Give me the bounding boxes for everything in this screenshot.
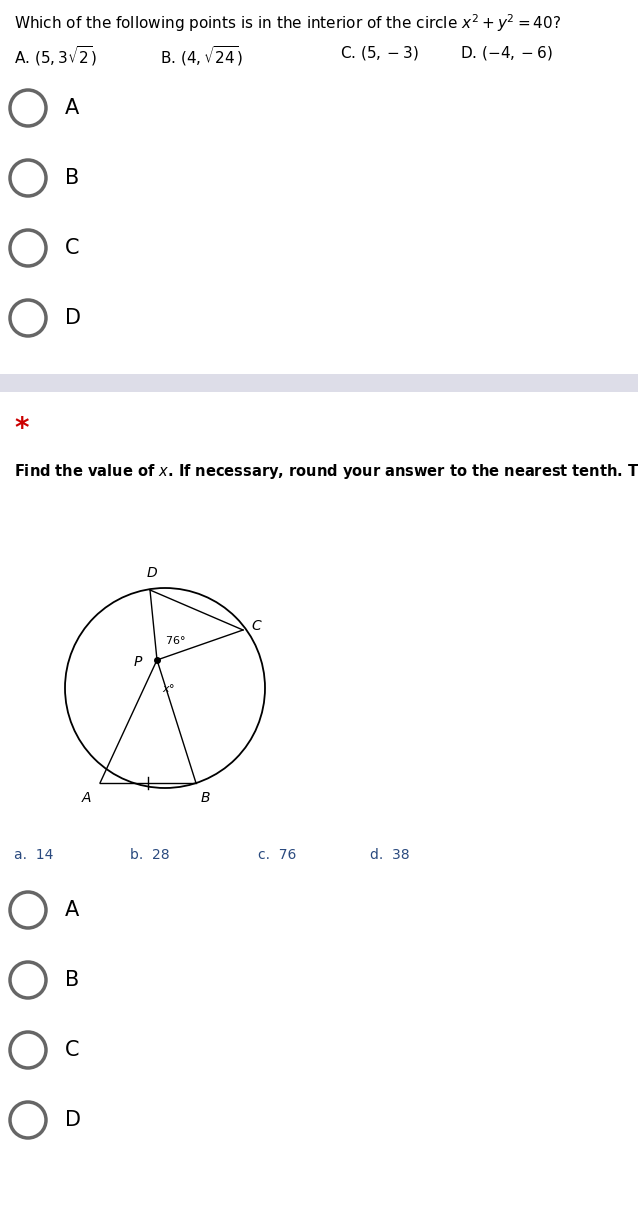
Text: D: D: [65, 308, 81, 329]
Text: A. $(5, 3\sqrt{2})$: A. $(5, 3\sqrt{2})$: [14, 43, 97, 68]
Text: $P$: $P$: [133, 655, 143, 669]
Text: $B$: $B$: [200, 791, 211, 805]
Bar: [0, 374, 638, 393]
Text: C: C: [65, 238, 80, 259]
Text: C: C: [65, 1040, 80, 1059]
Text: Find the value of $x$. If necessary, round your answer to the nearest tenth. The: Find the value of $x$. If necessary, rou…: [14, 461, 638, 481]
Text: D: D: [65, 1110, 81, 1129]
Text: b.  28: b. 28: [130, 848, 170, 863]
Text: $76°$: $76°$: [165, 634, 186, 646]
Text: D. $(-4, -6)$: D. $(-4, -6)$: [460, 43, 553, 62]
Text: B: B: [65, 970, 79, 991]
Text: Which of the following points is in the interior of the circle $x^2 + y^2 = 40$?: Which of the following points is in the …: [14, 12, 561, 34]
Text: C. $(5, -3)$: C. $(5, -3)$: [340, 43, 419, 62]
Text: c.  76: c. 76: [258, 848, 297, 863]
Text: B. $(4, \sqrt{24})$: B. $(4, \sqrt{24})$: [160, 43, 243, 68]
Text: *: *: [14, 416, 29, 443]
Text: $A$: $A$: [81, 791, 92, 805]
Text: $C$: $C$: [251, 618, 263, 633]
Text: A: A: [65, 900, 79, 920]
Text: $D$: $D$: [146, 567, 158, 580]
Text: d.  38: d. 38: [370, 848, 410, 863]
Text: a.  14: a. 14: [14, 848, 54, 863]
Text: B: B: [65, 168, 79, 188]
Text: $x°$: $x°$: [162, 683, 175, 695]
Text: A: A: [65, 98, 79, 118]
